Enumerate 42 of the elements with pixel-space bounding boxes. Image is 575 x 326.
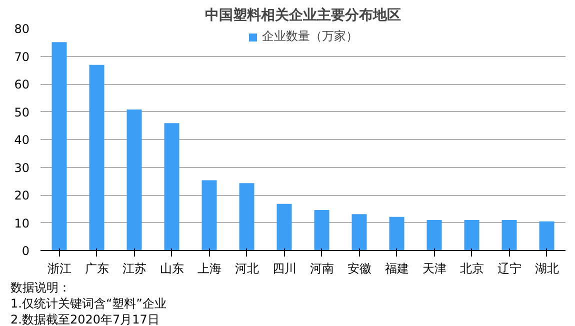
x-tick-label: 山东	[160, 262, 184, 276]
bar	[539, 221, 554, 250]
x-tick-label: 北京	[460, 262, 484, 276]
y-tick-label: 70	[14, 50, 30, 64]
bar	[202, 180, 217, 250]
bar	[502, 220, 517, 250]
bar	[314, 210, 330, 250]
bar	[352, 214, 367, 250]
bar	[239, 183, 254, 250]
x-tick-label: 浙江	[47, 262, 72, 276]
bar	[464, 220, 480, 250]
x-tick-label: 广东	[84, 262, 109, 276]
x-tick-label: 河南	[310, 262, 334, 276]
y-tick-label: 10	[14, 216, 30, 230]
x-tick-label: 江苏	[122, 262, 146, 276]
y-tick-label: 30	[14, 160, 30, 175]
y-tick-label: 80	[14, 22, 30, 36]
bar	[426, 220, 442, 250]
x-tick-label: 湖北	[534, 262, 559, 276]
y-tick-label: 20	[14, 188, 30, 202]
text: 数据说明：	[10, 280, 70, 294]
x-tick-label: 天津	[422, 262, 446, 276]
bar	[52, 42, 67, 250]
x-tick-label: 河北	[234, 262, 259, 276]
x-tick-label: 四川	[272, 262, 296, 276]
y-tick-label: 60	[14, 78, 30, 92]
bar	[276, 204, 292, 250]
x-tick-label: 福建	[384, 262, 409, 276]
text: 2.数据截至2020年7月17日	[10, 312, 160, 326]
chart-title: 中国塑料相关企业主要分布地区	[205, 6, 401, 24]
bar	[89, 64, 104, 250]
x-tick-label: 安徽	[347, 262, 372, 276]
y-tick-label: 40	[14, 133, 30, 147]
y-tick-label: 50	[14, 105, 30, 120]
x-tick-label: 辽宁	[497, 262, 522, 276]
text: 1.仅统计关键词含“塑料”企业	[10, 296, 166, 310]
bar	[389, 216, 404, 250]
x-tick-label: 上海	[197, 262, 222, 276]
bar	[126, 110, 142, 250]
bar	[164, 123, 180, 250]
y-tick-label: 0	[22, 244, 30, 258]
legend-label: 企业数量（万家）	[262, 28, 358, 45]
